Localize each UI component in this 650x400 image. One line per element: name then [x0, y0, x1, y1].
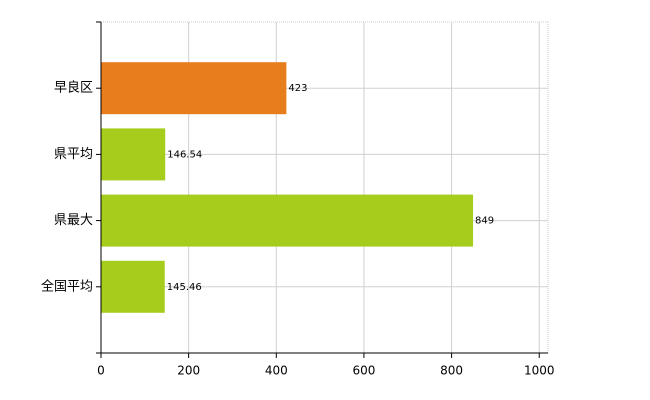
bar — [101, 194, 474, 247]
value-label: 145.46 — [167, 282, 202, 293]
value-label: 849 — [475, 216, 494, 227]
value-label: 146.54 — [167, 149, 202, 160]
y-tick-label: 県平均 — [54, 147, 93, 162]
y-tick-label: 早良区 — [54, 80, 93, 96]
bar — [101, 62, 287, 115]
x-tick-label: 400 — [265, 364, 288, 378]
bar — [101, 260, 165, 313]
x-tick-label: 600 — [352, 364, 375, 378]
x-tick-label: 800 — [440, 364, 463, 378]
x-tick-label: 200 — [177, 364, 200, 378]
x-tick-label: 1000 — [524, 364, 555, 378]
value-label: 423 — [288, 83, 307, 94]
y-tick-label: 全国平均 — [41, 278, 93, 294]
x-tick-label: 0 — [97, 364, 105, 378]
y-tick-label: 県最大 — [54, 213, 93, 228]
bar — [101, 128, 166, 181]
